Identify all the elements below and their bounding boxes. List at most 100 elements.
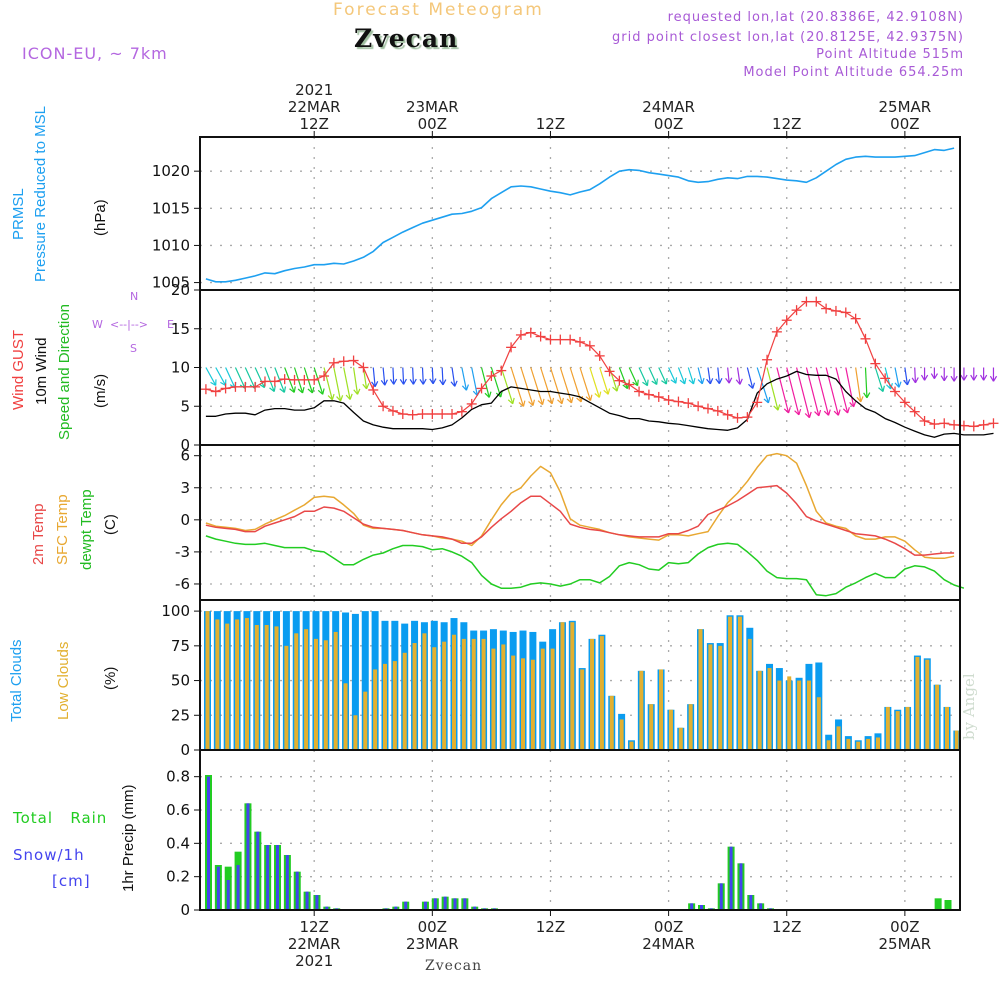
y-tick-label: 3 — [180, 479, 190, 497]
wind-arrow-head — [989, 375, 994, 382]
gust-marker — [269, 376, 280, 387]
gust-marker — [240, 381, 251, 392]
wind-arrow-head — [930, 373, 935, 380]
wind-arrow — [940, 367, 948, 382]
wind-arrow-head — [374, 381, 379, 387]
snow-bar — [216, 866, 220, 910]
total-cloud-bar — [351, 613, 359, 750]
wind-arrow-shaft — [540, 367, 553, 404]
gust-marker — [673, 396, 684, 407]
gust-marker — [624, 379, 635, 390]
gust-marker — [358, 362, 369, 373]
wind-arrow-shaft — [352, 367, 359, 395]
low-cloud-bar — [501, 644, 506, 750]
wind-arrow — [668, 367, 678, 384]
gust-marker — [309, 374, 320, 385]
gust-marker — [890, 386, 901, 397]
low-cloud-bar — [313, 638, 318, 750]
wind-arrow-head — [950, 375, 955, 382]
wind-arrow-shaft — [421, 367, 424, 385]
wind-arrow-shaft — [795, 367, 811, 418]
gust-marker — [328, 357, 339, 368]
wind-arrow-head — [541, 398, 545, 405]
low-cloud-bar — [619, 719, 624, 750]
wind-arrow — [540, 367, 555, 405]
wind-arrow-head — [371, 381, 376, 388]
snow-bar — [433, 898, 437, 910]
y-tick-label: -6 — [175, 575, 190, 593]
low-cloud-bar — [452, 634, 456, 750]
wind-arrow — [648, 367, 658, 385]
snow-bar — [315, 895, 319, 910]
wind-arrow-head — [980, 374, 985, 381]
wind-arrow-head — [353, 389, 359, 395]
dewpt-line — [205, 535, 965, 597]
wind-arrow-head — [472, 390, 478, 397]
wind-arrow-shaft — [589, 367, 600, 398]
low-cloud-bar — [244, 618, 249, 750]
wind-arrow-shaft — [904, 367, 909, 385]
wind-arrow — [795, 367, 812, 419]
wind-arrow-head — [656, 378, 658, 385]
snow-bar — [700, 905, 703, 910]
requested-coords: requested lon,lat (20.8386E, 42.9108N) — [667, 10, 964, 25]
low-cloud-bar — [560, 622, 565, 750]
wind-arrow-head — [661, 380, 667, 385]
wind-arrow-shaft — [402, 367, 405, 385]
gust-marker — [752, 397, 763, 408]
low-cloud-bar — [481, 638, 486, 750]
low-cloud-bar — [659, 669, 664, 750]
wind-arrow-shaft — [874, 367, 884, 392]
compass-w: W — [92, 318, 103, 331]
wind-arrow-head — [594, 393, 600, 398]
wind-arrow-head — [461, 385, 467, 391]
wind-arrow-shaft — [825, 367, 839, 416]
gust-marker — [210, 386, 221, 397]
low-cloud-bar — [323, 640, 328, 750]
wind-arrow-head — [794, 410, 800, 416]
wind-arrow — [530, 367, 545, 406]
y-tick-label: 0 — [180, 741, 190, 759]
wind-arrow-head — [983, 374, 988, 381]
wind-arrow-head — [340, 395, 344, 402]
low-cloud-bar — [461, 638, 466, 750]
wind-arrow-head — [507, 399, 514, 405]
gust-marker — [978, 419, 989, 430]
wind-arrow-head — [665, 378, 668, 385]
wind-arrow-head — [429, 378, 434, 385]
x-tick-label-bottom: 00Z — [890, 918, 919, 936]
wind-arrow-head — [718, 377, 723, 384]
wind-arrow-shaft — [805, 367, 820, 416]
wind-arrow-shaft — [461, 367, 468, 391]
y-tick-label: 1005 — [152, 274, 190, 292]
gust-marker — [565, 334, 576, 345]
wind-arrow-head — [362, 383, 368, 390]
x-tick-label-bottom: 22MAR — [288, 935, 341, 953]
wind-arrow — [725, 367, 733, 384]
wind-arrow — [894, 367, 902, 388]
wind-arrow — [579, 367, 593, 402]
snow-bar — [453, 898, 457, 910]
wind-arrow-shaft — [215, 367, 227, 386]
wind-arrow — [628, 367, 639, 387]
wind-arrow-shaft — [313, 367, 324, 395]
wind-arrow-head — [878, 387, 884, 393]
wind-arrow-shaft — [746, 367, 754, 389]
wind-arrow-head — [798, 408, 802, 416]
wind-arrow-head — [412, 378, 417, 385]
low-cloud-bar — [363, 691, 368, 750]
snow-bar — [256, 831, 260, 910]
wind-arrow — [658, 367, 668, 385]
gust-marker — [525, 327, 536, 338]
gust-marker — [417, 409, 428, 419]
snow-bar — [749, 895, 753, 910]
low-cloud-bar — [925, 659, 930, 750]
wind-arrow-head — [450, 381, 456, 387]
gust-marker — [230, 381, 241, 392]
wind-arrow — [911, 367, 919, 384]
wind-arrow-shaft — [549, 367, 563, 404]
wind-arrow-head — [349, 393, 353, 400]
gust-marker — [250, 381, 261, 392]
wind-arrow-head — [317, 389, 324, 395]
wind-arrow — [715, 367, 723, 385]
